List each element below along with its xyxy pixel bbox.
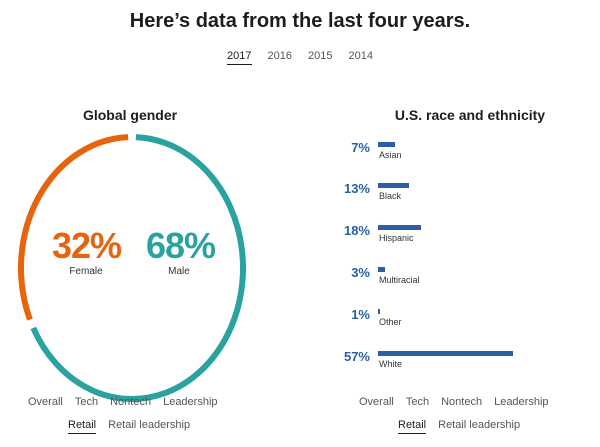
race-name-hispanic: Hispanic xyxy=(379,233,414,243)
race-filter-retail-leadership[interactable]: Retail leadership xyxy=(438,419,521,431)
tab-year-2014[interactable]: 2014 xyxy=(348,50,373,62)
race-filter-overall[interactable]: Overall xyxy=(359,396,394,408)
gender-filter-row-2: Retail Retail leadership xyxy=(68,419,190,434)
female-label: Female xyxy=(69,266,103,277)
race-pct-multiracial: 3% xyxy=(351,265,370,280)
race-bar-hispanic xyxy=(378,225,421,230)
race-row-other: 1% Other xyxy=(330,307,580,333)
gender-filter-leadership[interactable]: Leadership xyxy=(163,396,218,408)
tab-year-2015[interactable]: 2015 xyxy=(308,50,333,62)
race-filter-row-2: Retail Retail leadership xyxy=(398,419,520,434)
gender-filter-row-1: Overall Tech Nontech Leadership xyxy=(28,396,218,410)
donut-segment-female xyxy=(18,134,129,321)
race-filter-leadership[interactable]: Leadership xyxy=(494,396,549,408)
donut-segment-male xyxy=(30,134,246,402)
gender-filter-retail-leadership[interactable]: Retail leadership xyxy=(108,419,191,431)
race-pct-asian: 7% xyxy=(351,140,370,155)
race-row-black: 13% Black xyxy=(330,181,580,207)
gender-filter-nontech[interactable]: Nontech xyxy=(110,396,152,408)
female-percentage: 32% xyxy=(52,225,122,266)
race-row-hispanic: 18% Hispanic xyxy=(330,223,580,249)
race-section-title: U.S. race and ethnicity xyxy=(394,107,546,123)
male-label: Male xyxy=(168,266,190,277)
male-percentage: 68% xyxy=(146,225,216,266)
tab-year-2017[interactable]: 2017 xyxy=(227,50,252,65)
race-name-white: White xyxy=(379,359,403,369)
race-filter-retail[interactable]: Retail xyxy=(398,419,427,434)
race-name-black: Black xyxy=(379,191,402,201)
race-filter-nontech[interactable]: Nontech xyxy=(441,396,483,408)
race-bar-asian xyxy=(378,142,395,147)
page-title: Here’s data from the last four years. xyxy=(129,10,471,32)
gender-filter-tech[interactable]: Tech xyxy=(74,396,99,408)
race-name-multiracial: Multiracial xyxy=(379,275,420,285)
race-pct-white: 57% xyxy=(343,349,370,364)
race-name-asian: Asian xyxy=(379,150,402,160)
race-row-asian: 7% Asian xyxy=(330,140,580,166)
race-pct-hispanic: 18% xyxy=(343,223,370,238)
gender-section-title: Global gender xyxy=(82,107,178,123)
gender-filter-overall[interactable]: Overall xyxy=(28,396,63,408)
race-bar-black xyxy=(378,183,409,188)
gender-donut-chart xyxy=(18,134,246,402)
race-pct-other: 1% xyxy=(351,307,370,322)
tab-year-2016[interactable]: 2016 xyxy=(267,50,292,62)
year-tabs: 2017 2016 2015 2014 xyxy=(0,50,600,65)
race-bar-multiracial xyxy=(378,267,386,272)
race-pct-black: 13% xyxy=(343,181,370,196)
race-bar-white xyxy=(378,351,513,356)
race-name-other: Other xyxy=(379,317,402,327)
race-filter-tech[interactable]: Tech xyxy=(405,396,430,408)
race-row-white: 57% White xyxy=(330,349,580,375)
gender-filter-retail[interactable]: Retail xyxy=(68,419,97,434)
race-bar-other xyxy=(378,309,381,314)
race-filter-row-1: Overall Tech Nontech Leadership xyxy=(359,396,549,410)
race-row-multiracial: 3% Multiracial xyxy=(330,265,580,291)
